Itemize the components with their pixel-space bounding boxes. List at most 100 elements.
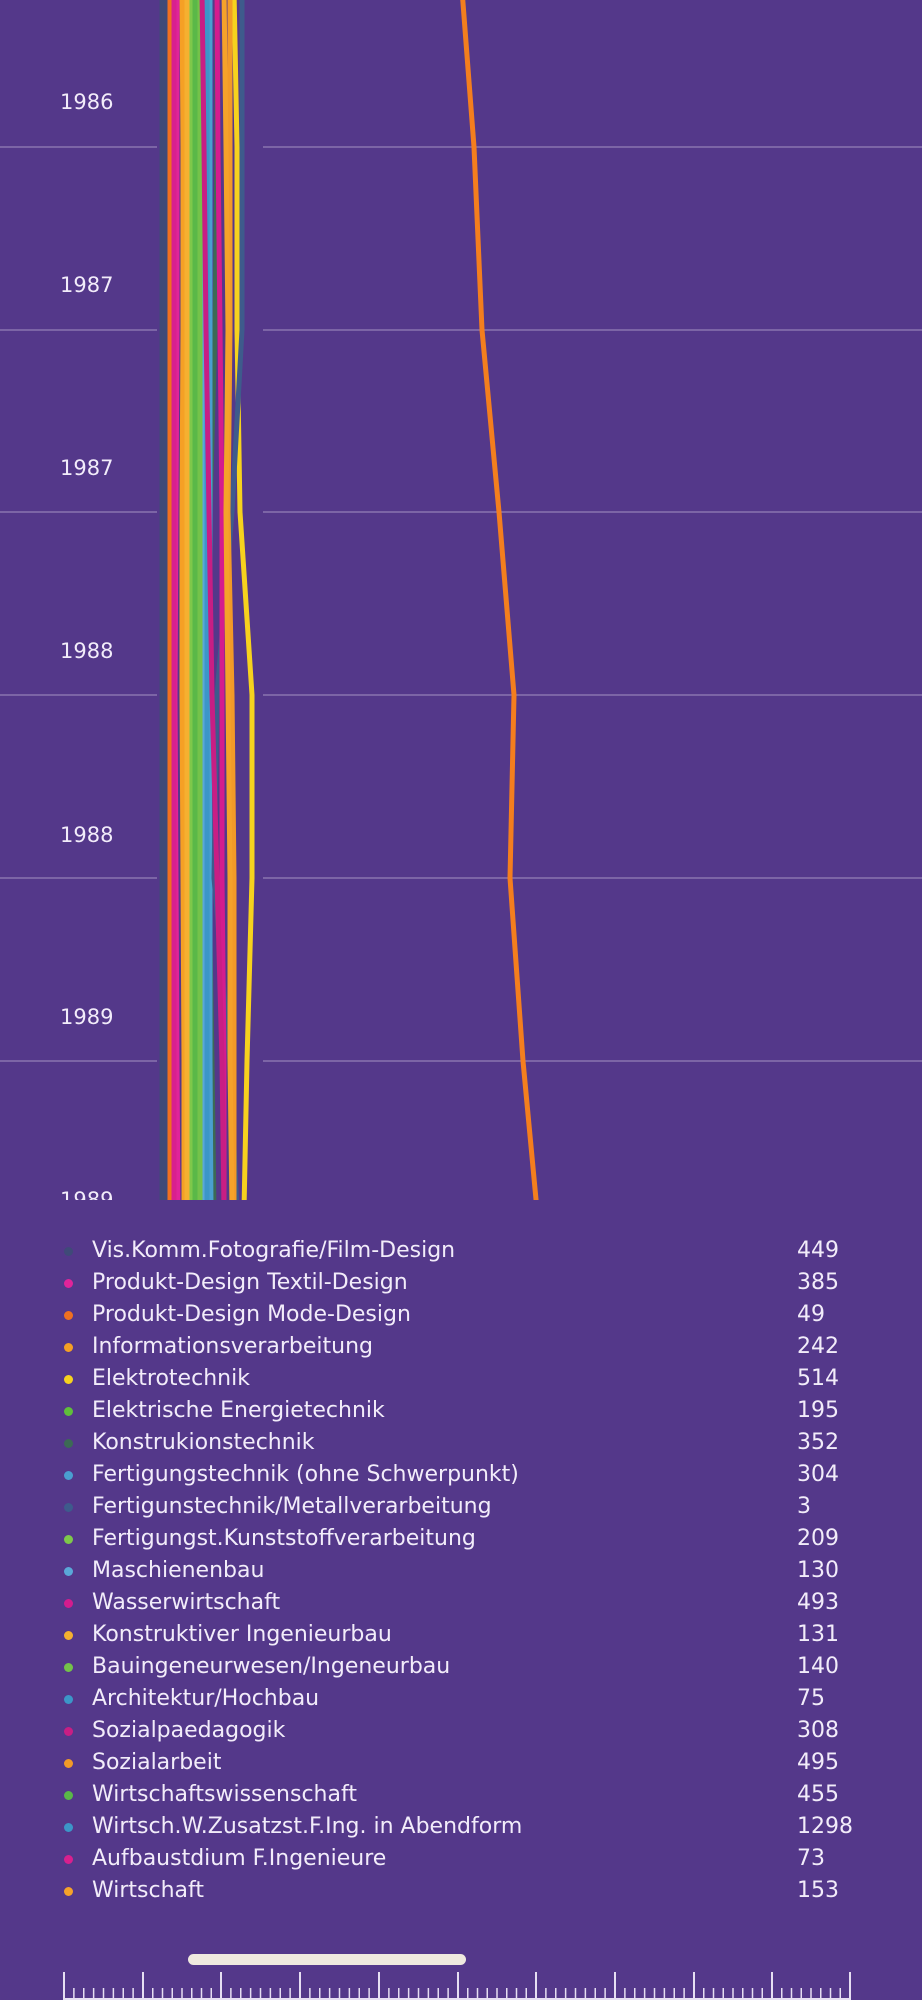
timeline-ruler xyxy=(63,1972,851,2000)
series-line xyxy=(211,0,245,1200)
legend-value: 449 xyxy=(797,1238,839,1263)
legend-item[interactable]: Sozialpaedagogik 308 xyxy=(55,1715,875,1747)
legend-value: 49 xyxy=(797,1302,825,1327)
legend-label: Aufbaustdium F.Ingenieure xyxy=(92,1846,387,1871)
legend-label: Wirtschaft xyxy=(92,1878,205,1903)
legend-label: Maschienenbau xyxy=(92,1558,265,1583)
legend-label: Konstruktiver Ingenieurbau xyxy=(92,1622,392,1647)
legend-color-dot xyxy=(64,1439,73,1448)
legend-item[interactable]: Elektrische Energietechnik 195 xyxy=(55,1395,875,1427)
legend-value: 209 xyxy=(797,1526,839,1551)
legend-item[interactable]: Konstrukionstechnik 352 xyxy=(55,1427,875,1459)
legend-label: Sozialarbeit xyxy=(92,1750,222,1775)
legend-label: Fertigungstechnik (ohne Schwerpunkt) xyxy=(92,1462,519,1487)
timeline-scrubber[interactable] xyxy=(0,1940,922,2000)
series-line xyxy=(460,0,539,1200)
legend-label: Bauingeneurwesen/Ingeneurbau xyxy=(92,1654,451,1679)
year-label: 1987 xyxy=(60,456,113,480)
legend-label: Sozialpaedagogik xyxy=(92,1718,286,1743)
legend-color-dot xyxy=(64,1343,73,1352)
legend-value: 242 xyxy=(797,1334,839,1359)
legend-value: 130 xyxy=(797,1558,839,1583)
legend-value: 131 xyxy=(797,1622,839,1647)
legend-value: 514 xyxy=(797,1366,839,1391)
legend-value: 308 xyxy=(797,1718,839,1743)
legend-item[interactable]: Architektur/Hochbau 75 xyxy=(55,1683,875,1715)
legend: Vis.Komm.Fotografie/Film-Design 449 Produk… xyxy=(55,1235,875,1907)
legend-item[interactable]: Wirtschaft 153 xyxy=(55,1875,875,1907)
legend-label: Elektrotechnik xyxy=(92,1366,250,1391)
legend-item[interactable]: Fertigunstechnik/Metallverarbeitung 3 xyxy=(55,1491,875,1523)
legend-item[interactable]: Wirtsch.W.Zusatzst.F.Ing. in Abendform 12… xyxy=(55,1811,875,1843)
legend-color-dot xyxy=(64,1823,73,1832)
legend-color-dot xyxy=(64,1887,73,1896)
legend-color-dot xyxy=(64,1311,73,1320)
year-label: 1989 xyxy=(60,1188,113,1200)
legend-color-dot xyxy=(64,1855,73,1864)
gridlines xyxy=(0,146,922,1062)
series-line xyxy=(179,0,187,1200)
legend-item[interactable]: Wasserwirtschaft 493 xyxy=(55,1587,875,1619)
legend-value: 385 xyxy=(797,1270,839,1295)
legend-label: Wasserwirtschaft xyxy=(92,1590,281,1615)
legend-item[interactable]: Informationsverarbeitung 242 xyxy=(55,1331,875,1363)
legend-item[interactable]: Fertigungst.Kunststoffverarbeitung 209 xyxy=(55,1523,875,1555)
legend-color-dot xyxy=(64,1759,73,1768)
legend-color-dot xyxy=(64,1567,73,1576)
legend-label: Architektur/Hochbau xyxy=(92,1686,320,1711)
legend-item[interactable]: Aufbaustdium F.Ingenieure 73 xyxy=(55,1843,875,1875)
year-label: 1988 xyxy=(60,823,113,847)
year-label: 1987 xyxy=(60,273,113,297)
legend-color-dot xyxy=(64,1407,73,1416)
legend-color-dot xyxy=(64,1535,73,1544)
year-axis-labels: 1986 1987 1987 1988 1988 1989 1989 xyxy=(60,90,113,1200)
legend-label: Wirtsch.W.Zusatzst.F.Ing. in Abendform xyxy=(92,1814,523,1839)
legend-item[interactable]: Konstruktiver Ingenieurbau 131 xyxy=(55,1619,875,1651)
series-line xyxy=(221,0,235,1200)
legend-item[interactable]: Fertigungstechnik (ohne Schwerpunkt) 304 xyxy=(55,1459,875,1491)
legend-label: Vis.Komm.Fotografie/Film-Design xyxy=(92,1238,456,1263)
legend-value: 3 xyxy=(797,1494,811,1519)
legend-value: 495 xyxy=(797,1750,839,1775)
series-line xyxy=(199,0,227,1200)
legend-value: 73 xyxy=(797,1846,825,1871)
legend-label: Fertigungst.Kunststoffverarbeitung xyxy=(92,1526,476,1551)
legend-label: Fertigunstechnik/Metallverarbeitung xyxy=(92,1494,492,1519)
legend-color-dot xyxy=(64,1375,73,1384)
legend-item[interactable]: Sozialarbeit 495 xyxy=(55,1747,875,1779)
legend-item[interactable]: Elektrotechnik 514 xyxy=(55,1363,875,1395)
legend-value: 493 xyxy=(797,1590,839,1615)
legend-value: 75 xyxy=(797,1686,825,1711)
legend-color-dot xyxy=(64,1279,73,1288)
legend-item[interactable]: Produkt-Design Textil-Design 385 xyxy=(55,1267,875,1299)
legend-item[interactable]: Produkt-Design Mode-Design 49 xyxy=(55,1299,875,1331)
legend-color-dot xyxy=(64,1247,73,1256)
legend-label: Informationsverarbeitung xyxy=(92,1334,374,1359)
legend-label: Produkt-Design Mode-Design xyxy=(92,1302,411,1327)
legend-value: 304 xyxy=(797,1462,839,1487)
legend-value: 455 xyxy=(797,1782,839,1807)
legend-item[interactable]: Maschienenbau 130 xyxy=(55,1555,875,1587)
legend-color-dot xyxy=(64,1663,73,1672)
legend-value: 153 xyxy=(797,1878,839,1903)
series-lines xyxy=(159,0,539,1200)
legend-item[interactable]: Bauingeneurwesen/Ingeneurbau 140 xyxy=(55,1651,875,1683)
legend-color-dot xyxy=(64,1631,73,1640)
year-label: 1988 xyxy=(60,639,113,663)
line-chart: 1986 1987 1987 1988 1988 1989 1989 xyxy=(0,0,922,1200)
legend-item[interactable]: Vis.Komm.Fotografie/Film-Design 449 xyxy=(55,1235,875,1267)
legend-color-dot xyxy=(64,1471,73,1480)
legend-label: Elektrische Energietechnik xyxy=(92,1398,385,1423)
legend-color-dot xyxy=(64,1791,73,1800)
series-line xyxy=(225,0,237,1200)
legend-color-dot xyxy=(64,1599,73,1608)
legend-value: 352 xyxy=(797,1430,839,1455)
legend-color-dot xyxy=(64,1727,73,1736)
legend-item[interactable]: Wirtschaftswissenschaft 455 xyxy=(55,1779,875,1811)
chart-area: 1986 1987 1987 1988 1988 1989 1989 xyxy=(0,0,922,1200)
legend-value: 195 xyxy=(797,1398,839,1423)
legend-color-dot xyxy=(64,1695,73,1704)
year-label: 1989 xyxy=(60,1005,113,1029)
scrubber-handle[interactable] xyxy=(188,1954,466,1965)
legend-label: Konstrukionstechnik xyxy=(92,1430,315,1455)
